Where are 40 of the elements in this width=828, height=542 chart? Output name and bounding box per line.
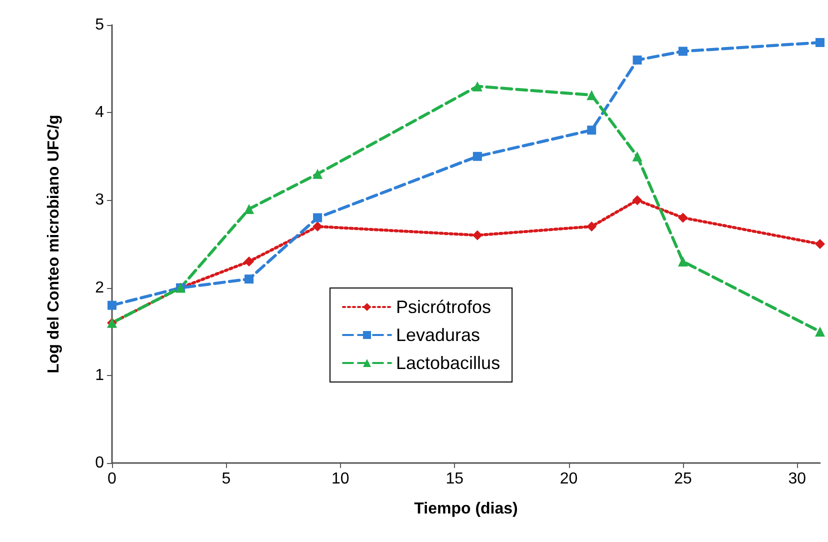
- point: [312, 168, 323, 179]
- y-tick-label: 3: [95, 192, 104, 209]
- point: [632, 151, 642, 162]
- point: [678, 46, 688, 56]
- point: [244, 274, 254, 284]
- x-tick-label: 15: [446, 470, 464, 488]
- point: [244, 256, 254, 267]
- point: [312, 221, 323, 232]
- point: [632, 195, 642, 206]
- point: [678, 212, 688, 223]
- x-tick-label: 25: [674, 470, 692, 488]
- point: [472, 230, 482, 240]
- y-tick-label: 2: [95, 279, 104, 296]
- point: [678, 256, 688, 267]
- legend-label: Levaduras: [396, 325, 480, 345]
- x-tick-label: 30: [788, 470, 806, 488]
- point: [472, 152, 482, 161]
- y-tick-label: 4: [95, 104, 104, 122]
- x-tick-label: 20: [560, 470, 578, 488]
- point: [586, 221, 597, 232]
- point: [816, 38, 824, 48]
- legend-label: Lactobacillus: [396, 353, 500, 373]
- point: [587, 126, 596, 135]
- point: [108, 300, 116, 310]
- point: [244, 204, 254, 214]
- point: [313, 213, 322, 222]
- x-tick-label: 0: [108, 470, 117, 488]
- point: [632, 56, 642, 65]
- point: [815, 326, 825, 337]
- x-axis-title: Tiempo (dias): [414, 500, 518, 518]
- y-tick-label: 1: [95, 366, 104, 384]
- x-tick-label: 10: [331, 470, 350, 488]
- legend-label: Psicrótrofos: [396, 297, 492, 317]
- x-tick-label: 5: [222, 470, 231, 488]
- y-axis-title: Log del Conteo microbiano UFC/g: [46, 114, 62, 374]
- point: [815, 239, 825, 249]
- y-tick-label: 0: [95, 454, 104, 472]
- point: [586, 90, 597, 100]
- y-tick-label: 5: [95, 16, 104, 34]
- point: [472, 81, 482, 92]
